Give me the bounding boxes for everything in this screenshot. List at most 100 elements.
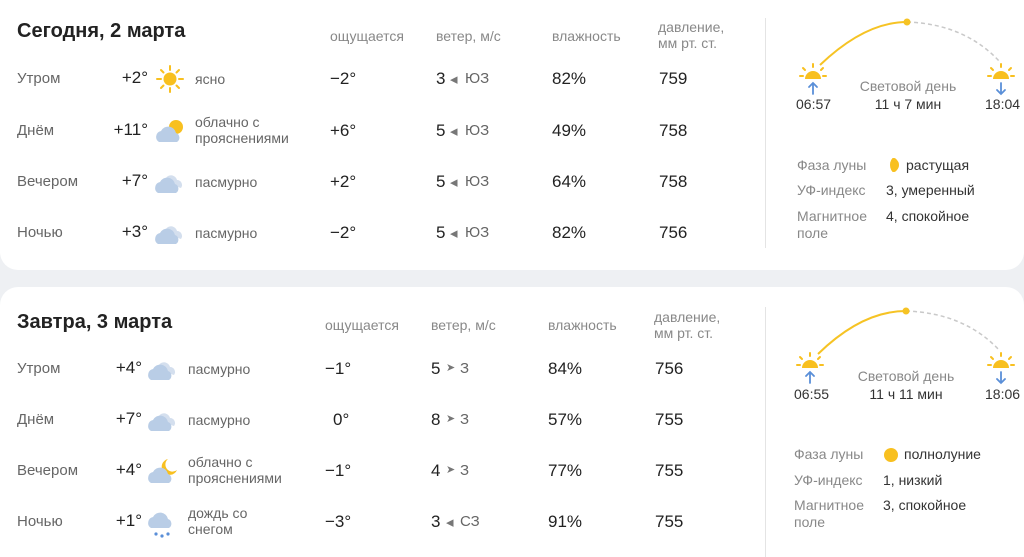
forecast-row-morning: Утром +4° пасмурно −1° 5 ➤ З 84% 756 [0, 348, 760, 388]
forecast-row-night: Ночью +3° пасмурно −2° 5 ◂ ЮЗ 82% 756 [0, 212, 760, 252]
wind-direction-icon: ◂ [450, 123, 458, 140]
pressure: 758 [659, 172, 688, 191]
sunrise-icon [799, 63, 827, 95]
condition: дождь со снегом [188, 505, 248, 537]
wind-speed: 5 [436, 172, 446, 191]
wind-speed: 5 [436, 121, 446, 140]
header-pressure: давление, мм рт. ст. [658, 19, 725, 51]
day-title: Сегодня, 2 марта [17, 20, 186, 42]
sunrise-icon [796, 352, 824, 384]
wind-speed: 5 [436, 223, 446, 242]
condition: облачно с прояснениями [195, 114, 289, 146]
humidity: 84% [548, 359, 583, 378]
condition: ясно [195, 71, 226, 87]
moon-phase: растущая [906, 157, 970, 173]
day-part-label: Утром [17, 70, 61, 87]
sun-icon [156, 65, 184, 93]
daylight-arc [819, 18, 1001, 66]
wind-direction: ЮЗ [465, 70, 490, 87]
wind-direction: З [460, 462, 470, 479]
temperature: +7° [121, 171, 148, 190]
temperature: +1° [115, 511, 142, 530]
sunrise-time: 06:57 [796, 96, 832, 112]
header-humidity: влажность [548, 317, 617, 333]
magnetic-field: 4, спокойное [886, 208, 970, 224]
moon-waxing-icon [890, 158, 899, 172]
cloud-icon [148, 413, 175, 431]
pressure: 756 [655, 359, 684, 378]
sunset-icon [987, 352, 1015, 385]
condition: пасмурно [195, 174, 258, 190]
temperature: +4° [115, 358, 142, 377]
header-feels: ощущается [325, 317, 399, 333]
pressure: 755 [655, 512, 684, 531]
forecast-row-evening: Вечером +4° облачно с прояснениями −1° 4 … [0, 450, 760, 490]
cloud-icon [155, 226, 182, 244]
humidity: 49% [552, 121, 587, 140]
feels-like: −3° [325, 512, 352, 531]
feels-like: 0° [333, 410, 350, 429]
pressure: 755 [655, 461, 684, 480]
forecast-row-day: Днём +7° пасмурно 0° 8 ➤ З 57% 755 [0, 399, 760, 439]
wind-direction-icon: ◂ [446, 514, 454, 531]
cloud-sun-icon [156, 120, 183, 142]
day-part-label: Вечером [17, 173, 79, 190]
wind-direction-icon: ➤ [446, 362, 456, 374]
tomorrow-forecast-card: Завтра, 3 марта ощущается ветер, м/с вла… [0, 287, 1024, 557]
uv-index-label: УФ-индекс [794, 472, 863, 488]
day-part-label: Ночью [17, 224, 63, 241]
cloud-moon-icon [148, 459, 177, 483]
feels-like: +6° [330, 121, 357, 140]
forecast-row-evening: Вечером +7° пасмурно +2° 5 ◂ ЮЗ 64% 758 [0, 161, 760, 201]
column-divider [765, 18, 766, 248]
header-pressure: давление, мм рт. ст. [654, 309, 721, 341]
sunset-time: 18:06 [985, 386, 1021, 402]
sunset-time: 18:04 [985, 96, 1021, 112]
day-part-label: Вечером [17, 462, 79, 479]
humidity: 77% [548, 461, 583, 480]
temperature: +3° [121, 222, 148, 241]
header-wind: ветер, м/с [431, 317, 496, 333]
moon-phase-label: Фаза луны [794, 446, 864, 462]
magnetic-field-label: Магнитное поле [794, 497, 864, 530]
cloud-icon [148, 362, 175, 380]
condition: пасмурно [188, 361, 251, 377]
forecast-row-morning: Утром +2° ясно −2° 3 ◂ ЮЗ 82% 759 [0, 58, 760, 98]
wind-speed: 3 [436, 69, 446, 88]
pressure: 759 [659, 69, 688, 88]
pressure: 755 [655, 410, 684, 429]
forecast-row-day: Днём +11° облачно с прояснениями +6° 5 ◂ … [0, 110, 760, 150]
wind-speed: 3 [431, 512, 441, 531]
sunset-icon [987, 63, 1015, 96]
cloud-rain-snow-icon [148, 512, 172, 538]
header-humidity: влажность [552, 28, 621, 44]
daylight-duration: 11 ч 7 мин [874, 96, 942, 112]
uv-index-label: УФ-индекс [797, 182, 866, 198]
wind-direction-icon: ◂ [450, 71, 458, 88]
wind-direction: ЮЗ [465, 122, 490, 139]
magnetic-field: 3, спокойное [883, 497, 967, 513]
forecast-row-night: Ночью +1° дождь со снегом −3° 3 ◂ СЗ 91% … [0, 501, 760, 541]
feels-like: −1° [325, 461, 352, 480]
wind-direction: ЮЗ [465, 173, 490, 190]
feels-like: +2° [330, 172, 357, 191]
day-part-label: Утром [17, 360, 61, 377]
wind-direction-icon: ➤ [446, 413, 456, 425]
daylight-label: Световой день [857, 368, 955, 384]
day-part-label: Ночью [17, 513, 63, 530]
pressure: 758 [659, 121, 688, 140]
wind-direction: СЗ [460, 513, 480, 530]
humidity: 82% [552, 69, 587, 88]
temperature: +7° [115, 409, 142, 428]
wind-direction-icon: ◂ [450, 225, 458, 242]
wind-speed: 5 [431, 359, 441, 378]
feels-like: −2° [330, 223, 357, 242]
magnetic-field-label: Магнитное поле [797, 208, 867, 241]
sunrise-time: 06:55 [794, 386, 830, 402]
today-forecast-card: Сегодня, 2 марта ощущается ветер, м/с вл… [0, 0, 1024, 270]
pressure: 756 [659, 223, 688, 242]
humidity: 57% [548, 410, 583, 429]
wind-direction: ЮЗ [465, 224, 490, 241]
day-part-label: Днём [17, 122, 55, 139]
moon-full-icon [884, 448, 898, 462]
